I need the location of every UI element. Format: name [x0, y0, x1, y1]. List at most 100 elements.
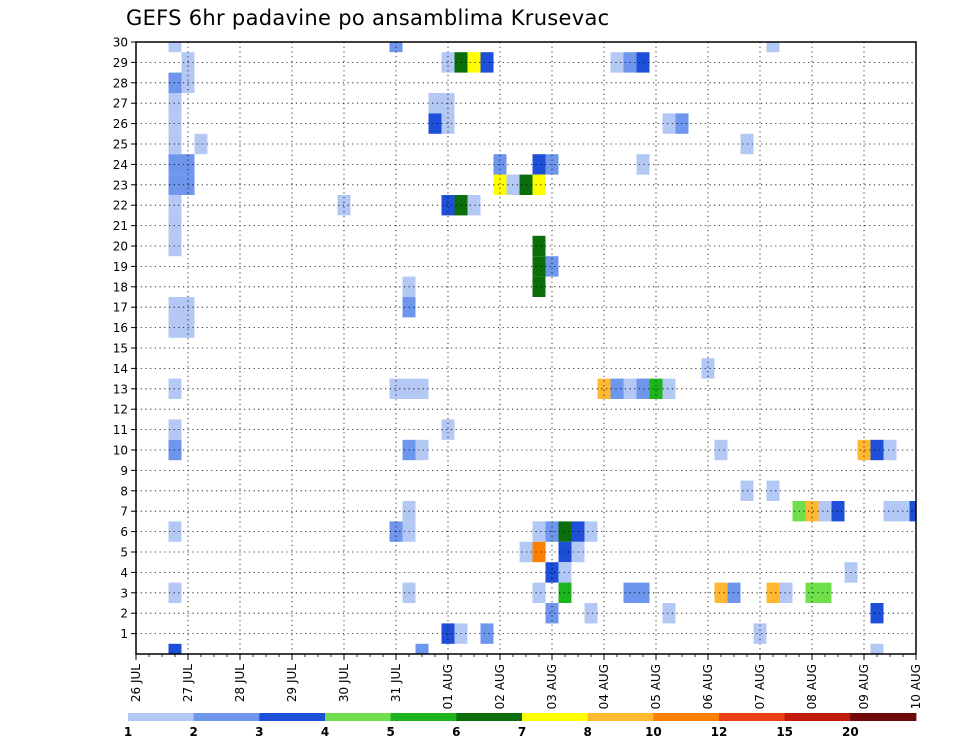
y-tick-label: 5: [120, 546, 128, 560]
colorbar-label: 4: [321, 725, 329, 739]
heatmap-cell: [779, 582, 793, 603]
heatmap-cell: [870, 643, 884, 654]
y-tick-label: 10: [113, 444, 128, 458]
heatmap-cell: [662, 603, 676, 624]
x-tick-label: 06 AUG: [701, 664, 715, 709]
x-tick-label: 01 AUG: [441, 664, 455, 709]
y-tick-label: 6: [120, 525, 128, 539]
x-tick-label: 08 AUG: [805, 664, 819, 709]
colorbar-segment: [456, 713, 523, 721]
heatmap-cell: [870, 603, 884, 624]
heatmap-cell: [168, 235, 182, 257]
heatmap-cell: [766, 582, 780, 603]
heatmap-cell: [168, 419, 182, 440]
heatmap-cell: [441, 52, 455, 73]
colorbar-label: 2: [189, 725, 197, 739]
colorbar-label: 8: [583, 725, 591, 739]
heatmap-cell: [766, 42, 780, 53]
y-tick-label: 18: [113, 280, 128, 294]
heatmap-cell: [168, 154, 182, 175]
x-tick-label: 05 AUG: [649, 664, 663, 709]
heatmap-cell: [532, 154, 546, 175]
heatmap-cell: [883, 439, 897, 461]
heatmap-cell: [649, 378, 663, 399]
y-axis: 1234567891011121314151617181920212223242…: [113, 36, 136, 641]
x-tick-label: 04 AUG: [597, 664, 611, 709]
y-tick-label: 28: [113, 76, 128, 90]
heatmap-cell: [428, 113, 442, 134]
heatmap-cell: [701, 358, 715, 379]
x-axis: 26 JUL 27 JUL 28 JUL 29 JUL 30 JUL 31 JUL 01 A…: [129, 654, 923, 709]
heatmap-cell: [415, 439, 429, 461]
y-tick-label: 14: [113, 362, 128, 376]
heatmap-cell: [532, 235, 546, 257]
colorbar-label: 10: [645, 725, 662, 739]
y-tick-label: 22: [113, 199, 128, 213]
heatmap-cell: [415, 643, 429, 654]
y-tick-label: 9: [120, 464, 128, 478]
heatmap-cell: [662, 378, 676, 399]
heatmap-cell: [532, 521, 546, 542]
x-tick-label: 09 AUG: [857, 664, 871, 709]
colorbar-segment: [128, 713, 195, 721]
colorbar-label: 12: [711, 725, 728, 739]
heatmap-cell: [610, 52, 624, 73]
heatmap-cell: [389, 378, 403, 399]
heatmap-cell: [753, 623, 767, 644]
heatmap-cell: [532, 174, 546, 195]
x-tick-label: 28 JUL: [233, 664, 247, 702]
heatmap-cell: [870, 439, 884, 461]
y-tick-label: 2: [120, 607, 128, 621]
chart-title: GEFS 6hr padavine po ansamblima Krusevac: [126, 6, 610, 30]
x-tick-label: 31 JUL: [389, 664, 403, 702]
y-tick-label: 23: [113, 178, 128, 192]
heatmap-cell: [532, 582, 546, 603]
heatmap-cell: [168, 317, 182, 338]
heatmap-cell: [662, 113, 676, 134]
heatmap-cell: [597, 378, 611, 399]
heatmap-cell: [493, 174, 507, 195]
heatmap-cell: [584, 521, 598, 542]
heatmap-cell: [168, 42, 182, 53]
heatmap-cell: [532, 541, 546, 563]
heatmap-cell: [636, 52, 650, 73]
heatmap-cell: [558, 562, 572, 583]
heatmap-cell: [714, 439, 728, 461]
heatmap-cell: [168, 93, 182, 114]
y-tick-label: 11: [113, 423, 128, 437]
heatmap-cell: [441, 113, 455, 134]
colorbar-segment: [850, 713, 917, 721]
y-tick-label: 13: [113, 382, 128, 396]
colorbar-segment: [653, 713, 720, 721]
heatmap-cell: [168, 215, 182, 236]
y-tick-label: 7: [120, 505, 128, 519]
heatmap-cell: [532, 276, 546, 297]
y-tick-label: 19: [113, 260, 128, 274]
y-tick-label: 1: [120, 627, 128, 641]
x-tick-label: 30 JUL: [337, 664, 351, 702]
colorbar-label: 20: [842, 725, 859, 739]
y-tick-label: 27: [113, 97, 128, 111]
heatmap-cell: [168, 72, 182, 93]
heatmap-cell: [467, 195, 481, 216]
heatmap-cell: [168, 133, 182, 155]
colorbar-label: 15: [776, 725, 793, 739]
heatmap-cell: [480, 623, 494, 644]
y-tick-label: 15: [113, 342, 128, 356]
heatmap-cell: [558, 541, 572, 563]
heatmap-cell: [818, 582, 832, 603]
colorbar-label: 1: [124, 725, 132, 739]
heatmap-cell: [168, 643, 182, 654]
heatmap-cell: [909, 501, 916, 522]
heatmap-cell: [168, 113, 182, 134]
y-tick-label: 17: [113, 301, 128, 315]
heatmap-cell: [168, 582, 182, 603]
colorbar-segment: [325, 713, 392, 721]
x-tick-label: 10 AUG: [909, 664, 923, 709]
heatmap-cell: [441, 419, 455, 440]
heatmap-cell: [467, 52, 481, 73]
heatmap-cell: [168, 378, 182, 399]
x-tick-label: 07 AUG: [753, 664, 767, 709]
heatmap-cell: [545, 256, 559, 277]
heatmap-cell: [519, 174, 533, 195]
